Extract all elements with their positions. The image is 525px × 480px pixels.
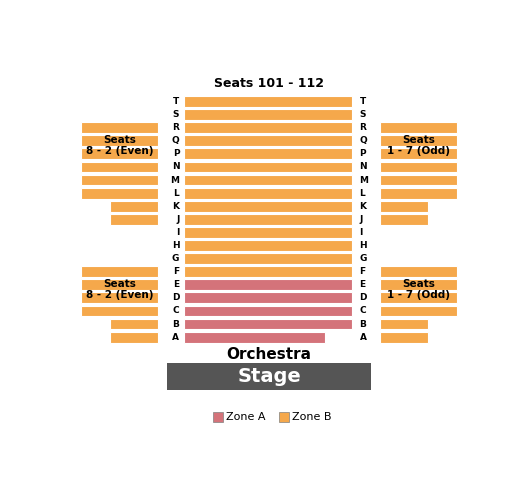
Text: F: F — [360, 267, 365, 276]
Text: F: F — [173, 267, 180, 276]
Text: E: E — [360, 280, 365, 289]
Text: M: M — [360, 176, 369, 184]
Bar — [380, 319, 428, 329]
Bar — [380, 188, 457, 199]
Text: T: T — [173, 97, 180, 106]
Bar — [279, 412, 289, 422]
Text: S: S — [360, 110, 366, 119]
Bar — [81, 162, 158, 172]
Bar — [380, 135, 457, 146]
Bar — [380, 332, 428, 343]
Text: B: B — [360, 320, 366, 328]
Text: C: C — [173, 306, 180, 315]
Bar — [380, 292, 457, 303]
Text: E: E — [173, 280, 180, 289]
Text: K: K — [172, 202, 180, 211]
Bar — [81, 279, 158, 290]
Bar — [110, 201, 158, 212]
Bar — [81, 122, 158, 133]
Text: I: I — [360, 228, 363, 237]
Bar — [184, 227, 352, 238]
Bar — [184, 201, 352, 212]
Text: K: K — [360, 202, 366, 211]
Text: H: H — [360, 241, 367, 250]
Bar — [110, 332, 158, 343]
Text: Seats 101 - 112: Seats 101 - 112 — [214, 77, 324, 90]
Bar — [184, 122, 352, 133]
Bar — [380, 306, 457, 316]
Text: R: R — [173, 123, 180, 132]
Bar — [81, 292, 158, 303]
Text: J: J — [360, 215, 363, 224]
Text: Q: Q — [360, 136, 367, 145]
Text: D: D — [360, 293, 367, 302]
Text: L: L — [174, 189, 180, 198]
Text: A: A — [360, 333, 366, 342]
Text: S: S — [173, 110, 180, 119]
Bar — [110, 214, 158, 225]
Bar — [81, 266, 158, 277]
Bar — [380, 122, 457, 133]
Text: N: N — [172, 162, 180, 171]
Bar — [380, 148, 457, 159]
Bar — [184, 135, 352, 146]
Text: G: G — [172, 254, 180, 263]
Bar — [380, 266, 457, 277]
Text: Zone A: Zone A — [226, 412, 266, 422]
Bar — [81, 175, 158, 185]
Text: D: D — [172, 293, 180, 302]
Text: L: L — [360, 189, 365, 198]
Bar — [184, 332, 325, 343]
Text: Stage: Stage — [237, 367, 301, 386]
Text: C: C — [360, 306, 366, 315]
Bar — [184, 175, 352, 185]
Bar — [81, 188, 158, 199]
Text: Zone B: Zone B — [292, 412, 331, 422]
Text: R: R — [360, 123, 366, 132]
Bar — [184, 148, 352, 159]
Bar — [81, 135, 158, 146]
Bar — [184, 109, 352, 120]
Bar — [380, 162, 457, 172]
Bar — [81, 148, 158, 159]
Text: P: P — [360, 149, 366, 158]
Bar — [380, 214, 428, 225]
Text: Orchestra: Orchestra — [226, 347, 311, 362]
Text: A: A — [172, 333, 180, 342]
Bar — [184, 306, 352, 316]
Bar — [110, 319, 158, 329]
Bar — [184, 279, 352, 290]
Text: T: T — [360, 97, 366, 106]
Bar — [184, 240, 352, 251]
Bar — [380, 175, 457, 185]
Text: Seats
8 - 2 (Even): Seats 8 - 2 (Even) — [86, 134, 153, 156]
Text: I: I — [176, 228, 180, 237]
Bar — [184, 266, 352, 277]
Bar — [184, 162, 352, 172]
Text: Seats
8 - 2 (Even): Seats 8 - 2 (Even) — [86, 278, 153, 300]
Text: B: B — [173, 320, 180, 328]
Bar — [184, 96, 352, 107]
Bar — [167, 362, 371, 390]
Text: Q: Q — [172, 136, 180, 145]
Bar — [81, 306, 158, 316]
Bar — [184, 292, 352, 303]
Text: N: N — [360, 162, 367, 171]
Bar — [380, 279, 457, 290]
Text: Seats
1 - 7 (Odd): Seats 1 - 7 (Odd) — [387, 134, 450, 156]
Text: H: H — [172, 241, 180, 250]
Bar — [184, 319, 352, 329]
Text: J: J — [176, 215, 180, 224]
Bar — [184, 253, 352, 264]
Bar — [213, 412, 223, 422]
Text: M: M — [170, 176, 180, 184]
Bar — [184, 214, 352, 225]
Bar — [380, 201, 428, 212]
Text: G: G — [360, 254, 367, 263]
Text: P: P — [173, 149, 180, 158]
Text: Seats
1 - 7 (Odd): Seats 1 - 7 (Odd) — [387, 278, 450, 300]
Bar — [184, 188, 352, 199]
